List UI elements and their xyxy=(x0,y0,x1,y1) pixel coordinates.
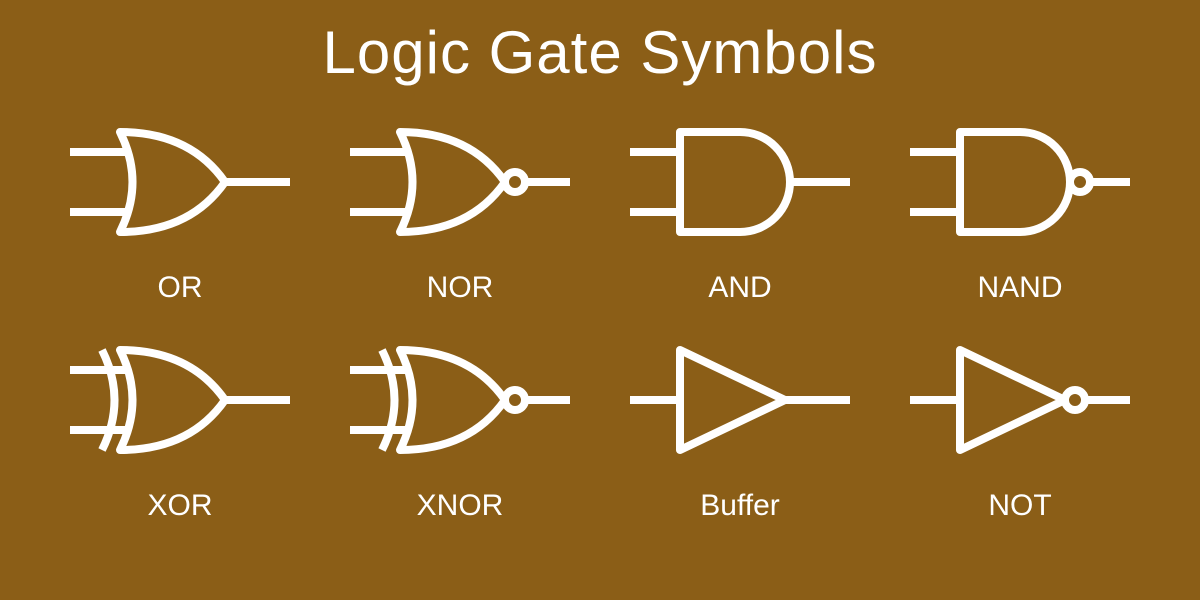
or-icon xyxy=(50,107,310,257)
gate-nor: NOR xyxy=(320,107,600,305)
gate-label: NOT xyxy=(988,489,1051,523)
gate-label: Buffer xyxy=(700,489,780,523)
gate-and: AND xyxy=(600,107,880,305)
gate-grid: OR NOR AND NAND XOR XNOR Buffer NOT xyxy=(40,107,1160,523)
gate-nand: NAND xyxy=(880,107,1160,305)
gate-label: XOR xyxy=(147,489,212,523)
buffer-icon xyxy=(610,325,870,475)
diagram-title: Logic Gate Symbols xyxy=(0,0,1200,87)
and-icon xyxy=(610,107,870,257)
xor-icon xyxy=(50,325,310,475)
xnor-icon xyxy=(330,325,590,475)
gate-buffer: Buffer xyxy=(600,325,880,523)
gate-label: NAND xyxy=(977,271,1062,305)
not-icon xyxy=(890,325,1150,475)
gate-label: NOR xyxy=(427,271,494,305)
gate-xnor: XNOR xyxy=(320,325,600,523)
gate-xor: XOR xyxy=(40,325,320,523)
gate-not: NOT xyxy=(880,325,1160,523)
gate-or: OR xyxy=(40,107,320,305)
gate-label: XNOR xyxy=(417,489,504,523)
nand-icon xyxy=(890,107,1150,257)
gate-label: OR xyxy=(158,271,203,305)
gate-label: AND xyxy=(708,271,771,305)
nor-icon xyxy=(330,107,590,257)
